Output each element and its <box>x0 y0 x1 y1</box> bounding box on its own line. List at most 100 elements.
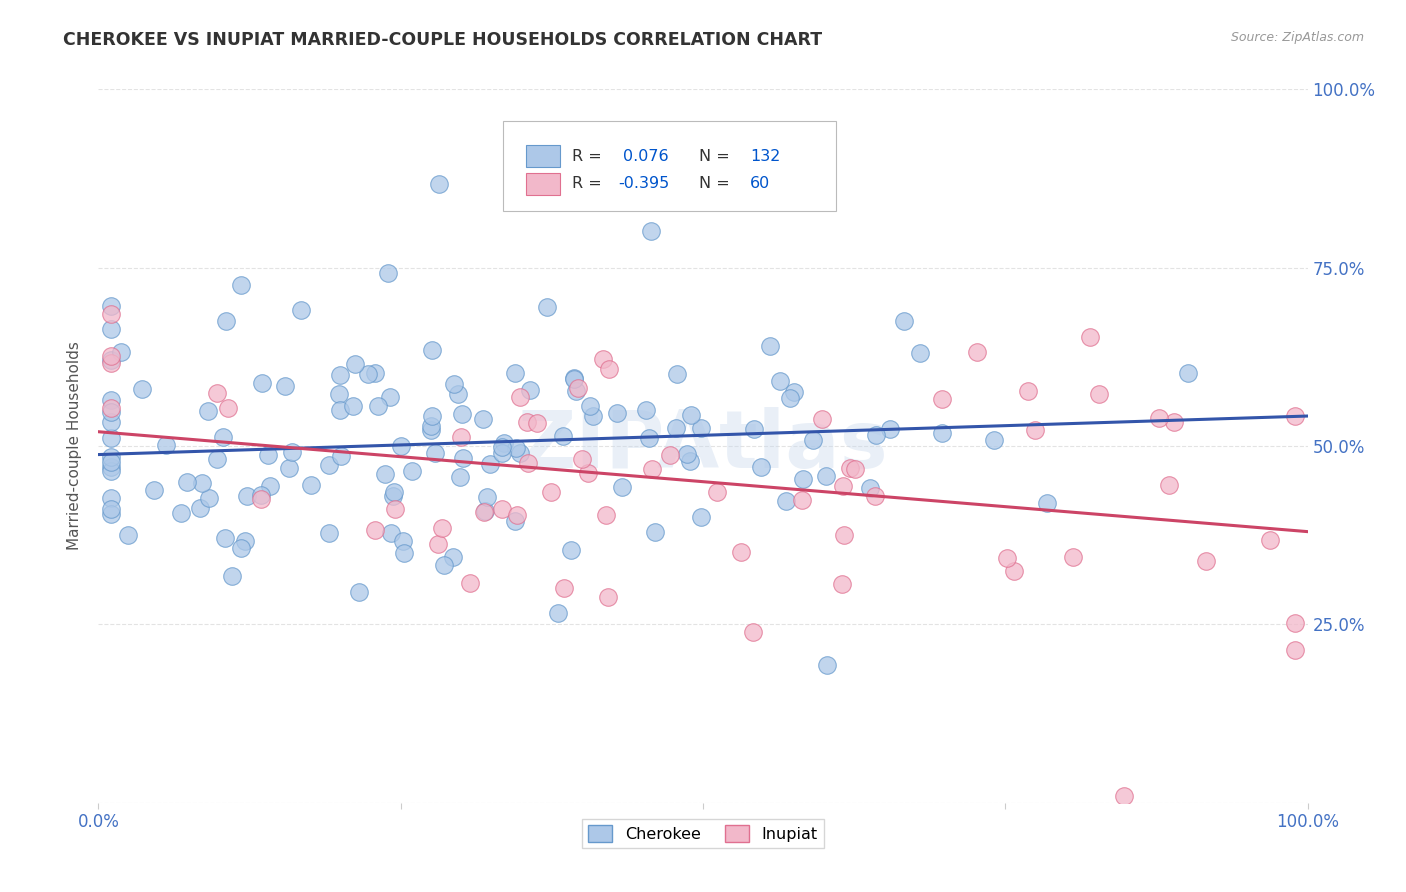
Point <box>567 381 589 395</box>
Y-axis label: Married-couple Households: Married-couple Households <box>67 342 83 550</box>
Legend: Cherokee, Inupiat: Cherokee, Inupiat <box>582 819 824 848</box>
Point <box>505 508 527 523</box>
Point <box>250 488 273 502</box>
Point <box>328 386 350 401</box>
Point <box>553 581 575 595</box>
Point <box>318 525 340 540</box>
Point <box>742 422 765 436</box>
Point <box>815 657 838 672</box>
Point <box>394 546 416 560</box>
Point <box>143 483 166 497</box>
Point <box>389 438 412 452</box>
Point <box>273 379 295 393</box>
Point <box>644 524 666 539</box>
Point <box>612 480 634 494</box>
Point <box>775 494 797 508</box>
Point <box>217 401 239 415</box>
Point <box>100 501 122 516</box>
Point <box>792 493 814 508</box>
Point <box>759 339 782 353</box>
Point <box>229 541 252 555</box>
Point <box>176 475 198 489</box>
Point <box>250 376 273 390</box>
Point <box>100 352 122 367</box>
Point <box>451 450 474 465</box>
Point <box>100 507 122 521</box>
Point <box>364 523 387 537</box>
Point <box>547 606 569 620</box>
Point <box>330 449 353 463</box>
Point <box>1284 409 1306 424</box>
Text: CHEROKEE VS INUPIAT MARRIED-COUPLE HOUSEHOLDS CORRELATION CHART: CHEROKEE VS INUPIAT MARRIED-COUPLE HOUSE… <box>63 31 823 49</box>
Point <box>690 510 713 524</box>
Point <box>596 590 619 604</box>
Point <box>190 476 212 491</box>
Point <box>378 390 401 404</box>
Point <box>779 391 801 405</box>
Point <box>679 454 702 468</box>
Point <box>356 367 378 381</box>
Point <box>420 423 443 437</box>
Point <box>1195 554 1218 568</box>
Point <box>576 466 599 480</box>
Point <box>598 362 620 376</box>
Point <box>342 399 364 413</box>
Point <box>879 422 901 436</box>
Point <box>450 430 472 444</box>
Point <box>131 382 153 396</box>
Point <box>636 402 658 417</box>
Point <box>100 299 122 313</box>
Point <box>299 477 322 491</box>
Point <box>100 405 122 419</box>
Point <box>831 576 853 591</box>
Point <box>100 322 122 336</box>
Point <box>562 370 585 384</box>
Text: 60: 60 <box>751 177 770 192</box>
Point <box>259 479 281 493</box>
Point <box>367 400 389 414</box>
Point <box>582 409 605 424</box>
Point <box>966 345 988 359</box>
Text: -0.395: -0.395 <box>619 177 669 192</box>
Point <box>474 503 496 517</box>
Point <box>863 489 886 503</box>
Point <box>1163 415 1185 429</box>
Point <box>1177 366 1199 380</box>
Point <box>578 399 600 413</box>
Point <box>290 302 312 317</box>
Point <box>658 448 681 462</box>
Point <box>215 314 238 328</box>
Point <box>505 366 527 380</box>
Point <box>844 461 866 475</box>
Point <box>277 461 299 475</box>
Point <box>519 383 541 397</box>
Point <box>782 384 804 399</box>
Point <box>983 433 1005 447</box>
Point <box>1078 330 1101 344</box>
Point <box>509 446 531 460</box>
Text: R =: R = <box>572 149 607 163</box>
Point <box>592 352 614 367</box>
Point <box>839 461 862 475</box>
Point <box>236 490 259 504</box>
Point <box>420 419 443 434</box>
Point <box>343 357 366 371</box>
Point <box>475 490 498 504</box>
Point <box>706 484 728 499</box>
Point <box>100 356 122 370</box>
Point <box>491 440 513 454</box>
Point <box>505 441 527 455</box>
Point <box>427 177 450 191</box>
Point <box>100 401 122 415</box>
Point <box>1017 384 1039 398</box>
Point <box>233 533 256 548</box>
Point <box>214 532 236 546</box>
Point <box>207 385 229 400</box>
Point <box>100 455 122 469</box>
Point <box>742 625 765 640</box>
Point <box>1024 423 1046 437</box>
Point <box>380 525 402 540</box>
Point <box>100 491 122 505</box>
Point <box>1035 496 1057 510</box>
Point <box>730 545 752 559</box>
